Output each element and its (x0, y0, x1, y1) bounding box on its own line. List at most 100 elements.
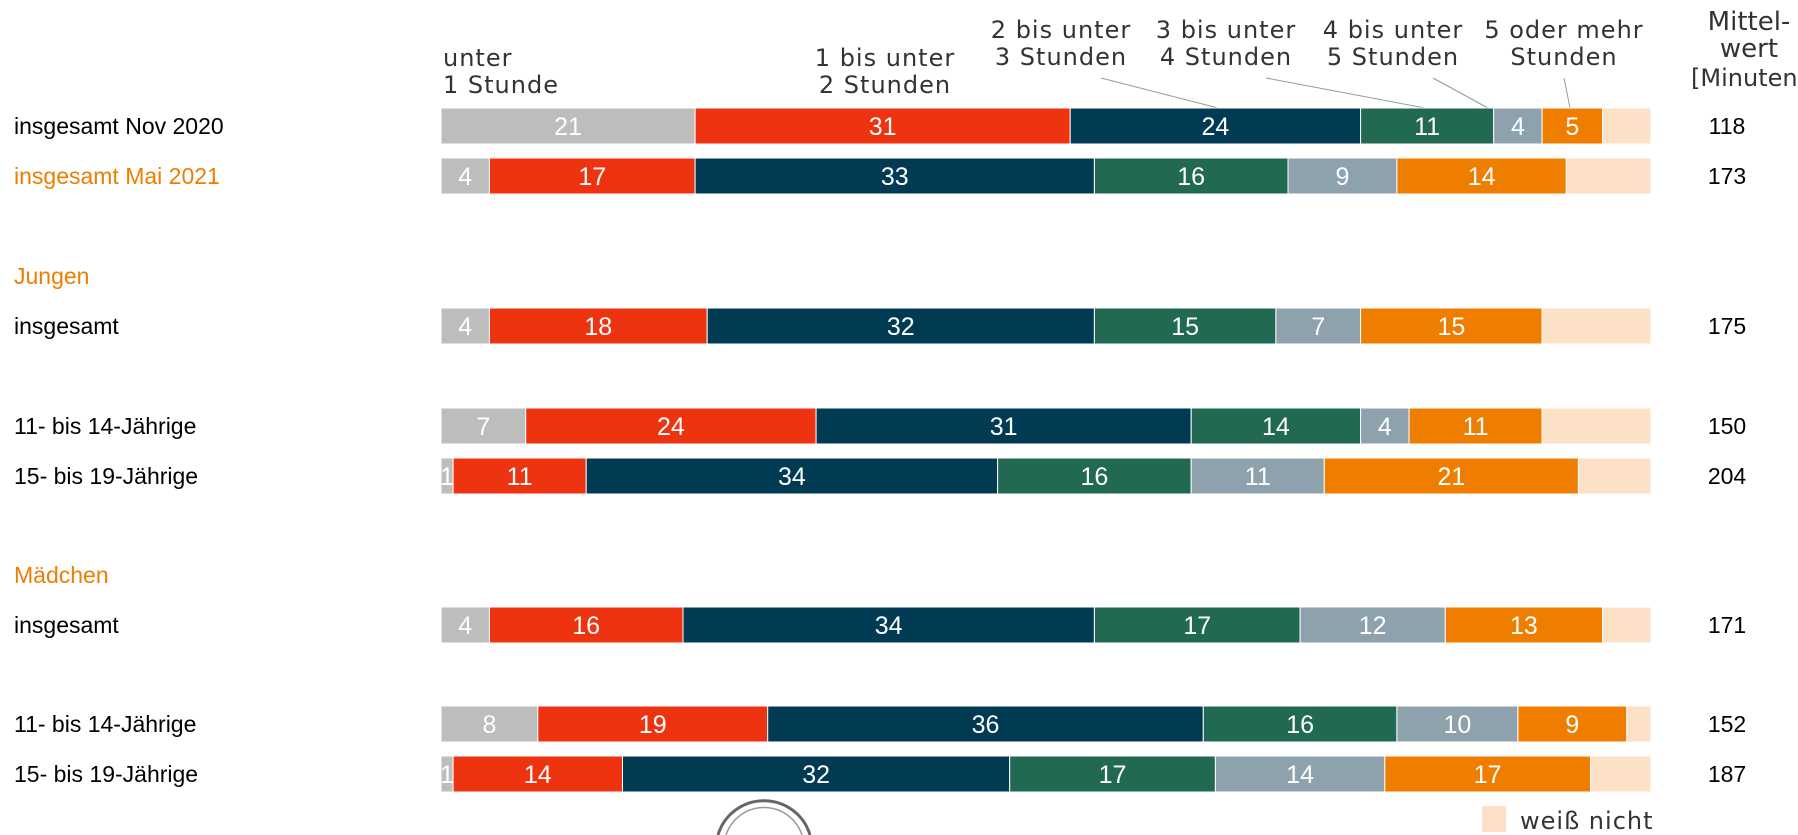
segment-value-label: 15 (1437, 313, 1465, 341)
mean-value: 152 (1708, 711, 1746, 737)
segment-value-label: 14 (524, 761, 552, 789)
bar-segment (1517, 705, 1628, 743)
segment-value-label: 17 (1474, 761, 1502, 789)
bar-segment (1590, 755, 1652, 793)
segment-value-label: 16 (572, 612, 600, 640)
row-label: insgesamt Nov 2020 (14, 113, 224, 139)
category-header-label: 1 Stunde (443, 71, 559, 99)
category-header-label: 2 Stunden (819, 71, 951, 99)
bar-segment (1565, 157, 1652, 195)
bar-segment (1541, 407, 1652, 445)
bar-segment (815, 407, 1192, 445)
segment-value-label: 14 (1262, 413, 1290, 441)
category-header-label: 5 Stunden (1327, 43, 1459, 71)
segment-value-label: 17 (1183, 612, 1211, 640)
bar-segment (585, 457, 999, 495)
segment-value-label: 10 (1443, 711, 1471, 739)
chart-legend: weiß nicht (1482, 806, 1654, 835)
bar-segment (525, 407, 817, 445)
category-leader-line (1563, 77, 1571, 109)
category-header-label: 4 Stunden (1160, 43, 1292, 71)
segment-value-label: 11 (1245, 463, 1271, 491)
segment-value-label: 36 (972, 711, 1000, 739)
segment-value-label: 4 (458, 313, 472, 341)
bar-segment (622, 755, 1011, 793)
segment-value-label: 4 (458, 612, 472, 640)
mean-header-label: [Minuten] (1691, 64, 1798, 92)
mean-value: 187 (1708, 761, 1746, 787)
mean-value: 173 (1708, 163, 1746, 189)
bar-segment (1190, 407, 1362, 445)
segment-value-label: 32 (887, 313, 915, 341)
bar-segment (1093, 307, 1277, 345)
logo-seal-icon (716, 799, 812, 835)
row-label: insgesamt (14, 612, 119, 638)
row-label: insgesamt Mai 2021 (14, 163, 220, 189)
segment-value-label: 34 (778, 463, 806, 491)
bar-segment (1214, 755, 1386, 793)
segment-value-label: 12 (1359, 612, 1387, 640)
bar-segment (694, 157, 1095, 195)
bar-segment (1069, 107, 1362, 145)
bar-segment (440, 157, 490, 195)
bar-segment (440, 407, 527, 445)
category-header-label: 3 bis unter (1156, 16, 1296, 44)
legend-swatch (1482, 806, 1506, 832)
segment-value-label: 5 (1565, 113, 1579, 141)
segment-value-label: 15 (1171, 313, 1199, 341)
bar-row: 15- bis 19-Jährige 1 14 32 17 14 17 187 (14, 755, 1746, 793)
category-header-label: unter (443, 44, 512, 72)
segment-value-label: 16 (1177, 163, 1205, 191)
segment-value-label: 18 (584, 313, 612, 341)
segment-value-label: 13 (1510, 612, 1538, 640)
category-header-label: 3 Stunden (995, 43, 1127, 71)
mean-value: 171 (1708, 612, 1746, 638)
bar-segment (488, 307, 708, 345)
bar-row: insgesamt Mai 2021 4 17 33 16 9 14 173 (14, 157, 1746, 195)
bar-row: insgesamt 4 18 32 15 7 15 175 (14, 307, 1746, 345)
category-header-label: 2 bis unter (991, 16, 1131, 44)
segment-value-label: 11 (1414, 113, 1440, 141)
segment-value-label: 1 (440, 761, 454, 789)
bar-segment (1602, 606, 1652, 644)
mean-value: 175 (1708, 313, 1746, 339)
bar-segment (1360, 307, 1543, 345)
bar-segment (1093, 157, 1289, 195)
mean-value: 150 (1708, 413, 1746, 439)
row-label: 11- bis 14-Jährige (14, 711, 196, 737)
category-header-label: 5 oder mehr (1484, 16, 1643, 44)
bar-segment (1396, 157, 1567, 195)
category-header-label: Stunden (1510, 43, 1617, 71)
segment-value-label: 31 (869, 113, 897, 141)
segment-value-label: 21 (554, 113, 582, 141)
row-label: 11- bis 14-Jährige (14, 413, 196, 439)
segment-value-label: 16 (1080, 463, 1108, 491)
category-leader-line (1265, 77, 1426, 109)
segment-value-label: 4 (458, 163, 472, 191)
mean-value: 118 (1709, 113, 1746, 139)
bar-segment (537, 705, 769, 743)
bar-segment (440, 107, 696, 145)
chart-rows: insgesamt Nov 2020 21 31 24 11 4 5 118insgesamt… (14, 107, 1746, 793)
segment-value-label: 24 (657, 413, 685, 441)
segment-value-label: 19 (639, 711, 667, 739)
segment-value-label: 11 (507, 463, 533, 491)
bar-segment (488, 606, 684, 644)
legend-label: weiß nicht (1520, 807, 1654, 835)
row-label: insgesamt (14, 313, 119, 339)
bar-segment (1444, 606, 1604, 644)
segment-value-label: 16 (1286, 711, 1314, 739)
segment-value-label: 17 (1099, 761, 1127, 789)
category-header-label: 1 bis unter (815, 44, 955, 72)
category-leader-line (1100, 77, 1219, 109)
segment-value-label: 1 (440, 463, 454, 491)
mean-header-label: wert (1720, 34, 1778, 64)
group-label: Mädchen (14, 562, 109, 588)
segment-value-label: 21 (1437, 463, 1465, 491)
group-label: Jungen (14, 263, 89, 289)
bar-segment (694, 107, 1071, 145)
segment-value-label: 9 (1565, 711, 1579, 739)
segment-value-label: 4 (1378, 413, 1392, 441)
